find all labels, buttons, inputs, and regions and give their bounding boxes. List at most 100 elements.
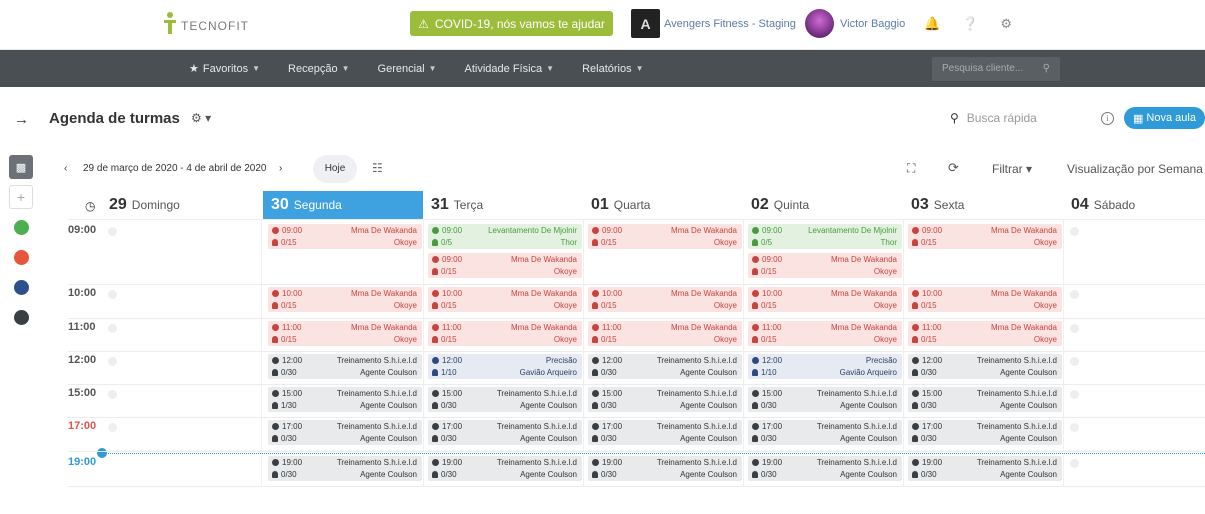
profile-filter-button[interactable]: ▩ (9, 155, 33, 179)
view-mode-dropdown[interactable]: Visualização por Semana ▾ (1067, 162, 1205, 176)
color-filter-button[interactable] (9, 245, 33, 269)
new-class-button[interactable]: ▦ Nova aula (1124, 107, 1205, 129)
class-event-card[interactable]: 09:00 Mma De Wakanda 0/15 Okoye (908, 224, 1062, 249)
empty-slot-dot[interactable] (108, 357, 117, 366)
tecnofit-logo[interactable]: TECNOFIT (162, 11, 249, 35)
event-coach: Agente Coulson (520, 401, 577, 410)
bell-icon[interactable]: 🔔 (924, 16, 941, 31)
class-event-card[interactable]: 17:00 Treinamento S.h.i.e.l.d 0/30 Agente C… (908, 420, 1062, 445)
day-header[interactable]: 02 Quinta (743, 191, 903, 219)
day-header[interactable]: 29 Domingo (101, 191, 263, 219)
day-header[interactable]: 03 Sexta (903, 191, 1063, 219)
event-occupancy: 0/30 (272, 367, 297, 379)
class-event-card[interactable]: 15:00 Treinamento S.h.i.e.l.d 0/30 Agente C… (908, 387, 1062, 412)
day-name: Domingo (131, 198, 180, 212)
class-event-card[interactable]: 12:00 Treinamento S.h.i.e.l.d 0/30 Agente C… (268, 354, 422, 379)
empty-slot-dot[interactable] (1070, 459, 1079, 468)
empty-slot-dot[interactable] (108, 324, 117, 333)
covid-banner-button[interactable]: ⚠ COVID-19, nós vamos te ajudar (410, 11, 613, 36)
event-coach: Agente Coulson (360, 434, 417, 443)
class-event-card[interactable]: 15:00 Treinamento S.h.i.e.l.d 0/30 Agente C… (428, 387, 582, 412)
user-menu[interactable]: Victor Baggio (805, 9, 905, 38)
class-event-card[interactable]: 11:00 Mma De Wakanda 0/15 Okoye (588, 321, 742, 346)
class-event-card[interactable]: 11:00 Mma De Wakanda 0/15 Okoye (748, 321, 902, 346)
empty-slot-dot[interactable] (1070, 390, 1079, 399)
nav-item-relatorios[interactable]: Relatórios ▼ (568, 63, 657, 75)
class-event-card[interactable]: 17:00 Treinamento S.h.i.e.l.d 0/30 Agente C… (748, 420, 902, 445)
class-event-card[interactable]: 09:00 Levantamento De Mjolnir 0/5 Thor (748, 224, 902, 249)
add-filter-button[interactable]: + (9, 185, 33, 209)
quick-search-input[interactable]: ⚲ Busca rápida (950, 111, 1037, 125)
class-event-card[interactable]: 09:00 Mma De Wakanda 0/15 Okoye (748, 253, 902, 278)
class-event-card[interactable]: 10:00 Mma De Wakanda 0/15 Okoye (588, 287, 742, 312)
event-time: 17:00 (432, 421, 462, 433)
class-event-card[interactable]: 09:00 Mma De Wakanda 0/15 Okoye (428, 253, 582, 278)
event-occupancy: 0/15 (272, 300, 297, 312)
empty-slot-dot[interactable] (108, 390, 117, 399)
class-event-card[interactable]: 09:00 Mma De Wakanda 0/15 Okoye (268, 224, 422, 249)
class-event-card[interactable]: 10:00 Mma De Wakanda 0/15 Okoye (428, 287, 582, 312)
class-event-card[interactable]: 17:00 Treinamento S.h.i.e.l.d 0/30 Agente C… (428, 420, 582, 445)
calendar-settings-icon[interactable]: ☷ (372, 161, 383, 175)
empty-slot-dot[interactable] (1070, 324, 1079, 333)
person-icon (272, 435, 278, 442)
day-header[interactable]: 31 Terça (423, 191, 583, 219)
class-event-card[interactable]: 09:00 Levantamento De Mjolnir 0/5 Thor (428, 224, 582, 249)
class-event-card[interactable]: 17:00 Treinamento S.h.i.e.l.d 0/30 Agente C… (268, 420, 422, 445)
class-event-card[interactable]: 19:00 Treinamento S.h.i.e.l.d 0/30 Agente C… (428, 456, 582, 481)
class-event-card[interactable]: 19:00 Treinamento S.h.i.e.l.d 0/30 Agente C… (588, 456, 742, 481)
nav-item-gerencial[interactable]: Gerencial ▼ (364, 63, 451, 75)
empty-slot-dot[interactable] (108, 290, 117, 299)
class-event-card[interactable]: 15:00 Treinamento S.h.i.e.l.d 0/30 Agente C… (588, 387, 742, 412)
class-event-card[interactable]: 10:00 Mma De Wakanda 0/15 Okoye (268, 287, 422, 312)
color-filter-button[interactable] (9, 305, 33, 329)
empty-slot-dot[interactable] (1070, 227, 1079, 236)
color-filter-button[interactable] (9, 275, 33, 299)
class-event-card[interactable]: 19:00 Treinamento S.h.i.e.l.d 0/30 Agente C… (748, 456, 902, 481)
class-event-card[interactable]: 15:00 Treinamento S.h.i.e.l.d 1/30 Agente C… (268, 387, 422, 412)
client-search-input[interactable]: Pesquisa cliente... ⚲ (932, 57, 1060, 81)
empty-slot-dot[interactable] (108, 423, 117, 432)
class-event-card[interactable]: 12:00 Precisão 1/10 Gavião Arqueiro (428, 354, 582, 379)
color-filter-button[interactable] (9, 215, 33, 239)
class-event-card[interactable]: 10:00 Mma De Wakanda 0/15 Okoye (748, 287, 902, 312)
nav-item-recepcao[interactable]: Recepção ▼ (274, 63, 363, 75)
day-header[interactable]: 30 Segunda (263, 191, 423, 219)
gym-selector[interactable]: A Avengers Fitness - Staging (631, 9, 796, 38)
help-icon[interactable]: ❔ (962, 16, 979, 31)
class-event-card[interactable]: 17:00 Treinamento S.h.i.e.l.d 0/30 Agente C… (588, 420, 742, 445)
event-occupancy: 0/5 (432, 237, 452, 249)
chevron-down-icon: ▼ (635, 64, 644, 73)
class-event-card[interactable]: 11:00 Mma De Wakanda 0/15 Okoye (908, 321, 1062, 346)
filter-dropdown[interactable]: Filtrar ▾ (992, 162, 1033, 176)
class-event-card[interactable]: 12:00 Treinamento S.h.i.e.l.d 0/30 Agente C… (908, 354, 1062, 379)
refresh-icon[interactable]: ⟳ (948, 160, 959, 175)
class-event-card[interactable]: 10:00 Mma De Wakanda 0/15 Okoye (908, 287, 1062, 312)
day-header[interactable]: 01 Quarta (583, 191, 743, 219)
expand-icon[interactable]: ⛶ (907, 161, 916, 175)
empty-slot-dot[interactable] (1070, 357, 1079, 366)
arrow-right-icon[interactable]: → (14, 111, 29, 128)
today-button[interactable]: Hoje (313, 155, 357, 183)
class-event-card[interactable]: 19:00 Treinamento S.h.i.e.l.d 0/30 Agente C… (268, 456, 422, 481)
nav-item-favoritos[interactable]: ★ Favoritos ▼ (175, 62, 274, 76)
class-event-card[interactable]: 11:00 Mma De Wakanda 0/15 Okoye (268, 321, 422, 346)
chevron-right-icon[interactable]: › (279, 163, 283, 174)
gear-dropdown-icon[interactable]: ⚙ ▾ (191, 111, 212, 125)
class-event-card[interactable]: 19:00 Treinamento S.h.i.e.l.d 0/30 Agente C… (908, 456, 1062, 481)
empty-slot-dot[interactable] (108, 227, 117, 236)
chevron-left-icon[interactable]: ‹ (64, 163, 68, 174)
event-header-row: 10:00 Mma De Wakanda (272, 288, 417, 300)
empty-slot-dot[interactable] (1070, 290, 1079, 299)
nav-item-atividade-fisica[interactable]: Atividade Física ▼ (451, 63, 569, 75)
empty-slot-dot[interactable] (1070, 423, 1079, 432)
class-event-card[interactable]: 12:00 Treinamento S.h.i.e.l.d 0/30 Agente C… (588, 354, 742, 379)
class-event-card[interactable]: 15:00 Treinamento S.h.i.e.l.d 0/30 Agente C… (748, 387, 902, 412)
info-icon[interactable]: i (1101, 112, 1114, 125)
class-event-card[interactable]: 12:00 Precisão 1/10 Gavião Arqueiro (748, 354, 902, 379)
day-header[interactable]: 04 Sábado (1063, 191, 1205, 219)
person-icon (272, 471, 278, 478)
class-event-card[interactable]: 09:00 Mma De Wakanda 0/15 Okoye (588, 224, 742, 249)
class-event-card[interactable]: 11:00 Mma De Wakanda 0/15 Okoye (428, 321, 582, 346)
settings-icon[interactable]: ⚙ (1000, 16, 1013, 31)
